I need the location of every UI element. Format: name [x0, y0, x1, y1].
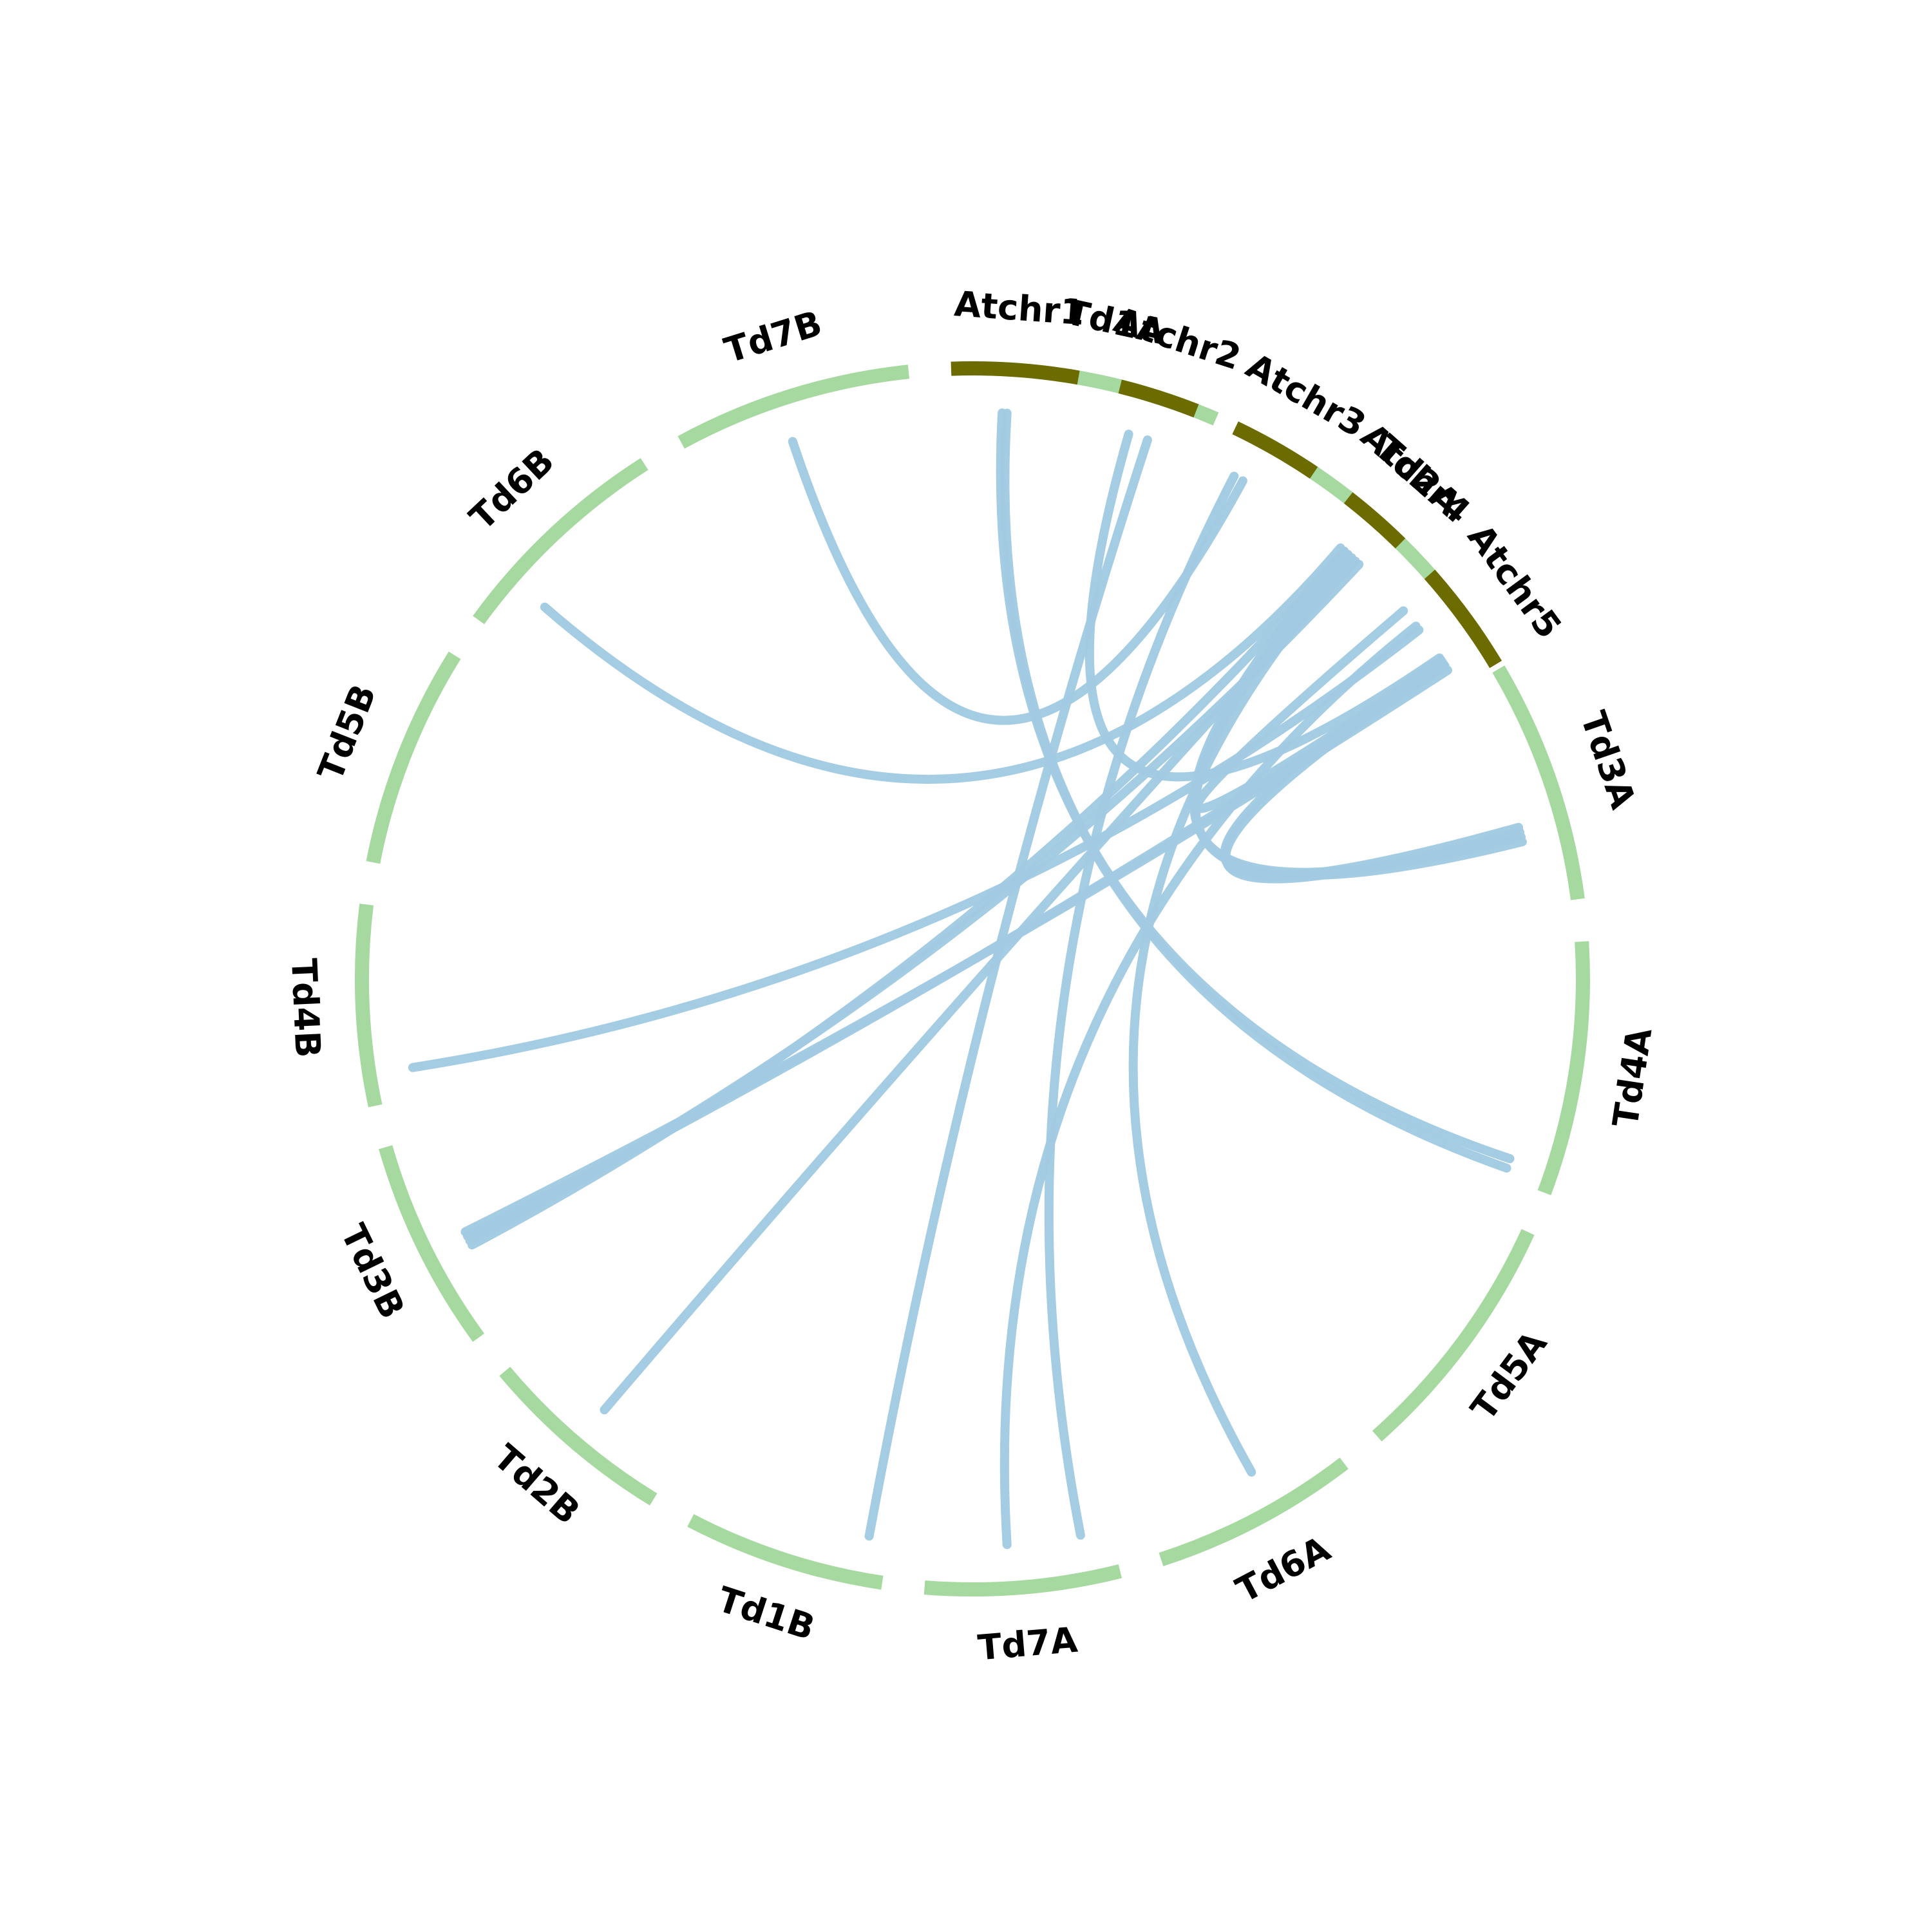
segment-label-td5b: Td5B [310, 679, 384, 786]
links-layer [408, 408, 1527, 1549]
link-atchr1-td4a-1 [1000, 408, 1511, 1173]
link-atchr5-td3a-19 [1221, 659, 1524, 884]
segment-td2b [499, 1367, 658, 1506]
segments-layer [355, 361, 1590, 1597]
segment-atchr4 [1343, 492, 1406, 549]
segment-label-atchr3: Atchr3 [1240, 345, 1373, 445]
link-atchr5-td4b-13 [408, 625, 1424, 1072]
segment-atchr5 [1424, 569, 1502, 668]
segment-label-td3a: Td3A [1573, 706, 1643, 814]
segment-td6a [1159, 1457, 1349, 1567]
segment-atchr1 [951, 361, 1080, 385]
segment-td3b [379, 1145, 484, 1342]
segment-label-td6a: Td6A [1229, 1528, 1337, 1611]
link-atchr4-td6b-7 [540, 543, 1345, 784]
segment-td3a [1492, 665, 1585, 900]
segment-label-td7a: Td7A [976, 1620, 1079, 1669]
segment-atchr2 [1118, 379, 1199, 418]
link-atchr5-td1a-14 [1084, 430, 1444, 782]
segment-label-td3b: Td3B [333, 1218, 413, 1325]
link-atchr4-td6a-8 [1128, 553, 1356, 1477]
segment-label-td4b: Td4B [283, 958, 328, 1059]
segment-td4b [355, 904, 383, 1108]
link-atchr3-td7a-3 [1044, 471, 1239, 1540]
segment-td1b [687, 1514, 884, 1590]
segment-label-td2b: Td2B [486, 1437, 588, 1532]
segment-atchr3 [1232, 421, 1318, 479]
segment-label-atchr1: Atchr1 [953, 283, 1086, 333]
segment-td6b [473, 458, 649, 625]
segment-label-atchr2: Atchr2 [1109, 299, 1245, 378]
segment-label-td1b: Td1B [713, 1579, 820, 1649]
segment-td7a [923, 1564, 1122, 1597]
segment-label-td5a: Td5A [1463, 1323, 1555, 1428]
segment-td7b [677, 365, 910, 449]
segment-td4a [1537, 941, 1590, 1195]
segment-td5b [366, 651, 461, 864]
segment-td5a [1372, 1229, 1535, 1442]
segment-label-td7b: Td7B [719, 303, 826, 371]
link-atchr5-td7a-12 [999, 621, 1421, 1549]
labels-layer: Td1ATd2ATd3ATd4ATd5ATd6ATd7ATd1BTd2BTd3B… [283, 283, 1660, 1668]
segment-label-td6b: Td6B [462, 440, 562, 538]
link-atchr3-td7b-4 [788, 437, 1247, 725]
segment-label-td4a: Td4A [1605, 1025, 1660, 1130]
